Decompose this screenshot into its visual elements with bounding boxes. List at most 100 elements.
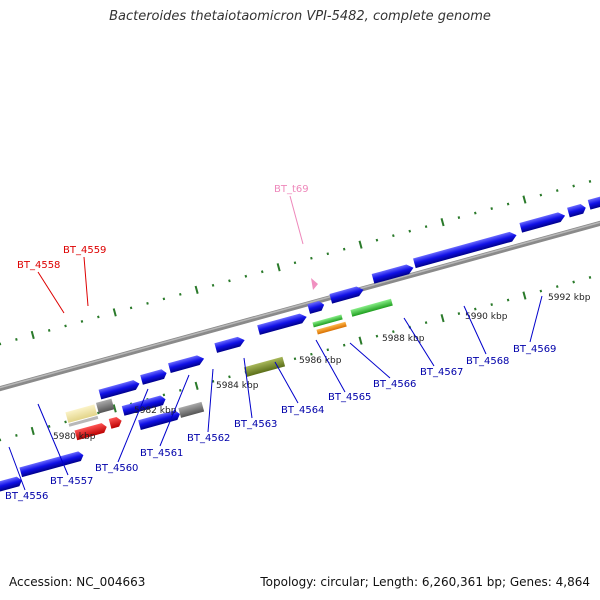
gene-feature-green[interactable] bbox=[350, 298, 393, 317]
trna-marker[interactable] bbox=[311, 278, 318, 290]
minor-tick bbox=[47, 425, 51, 428]
minor-tick bbox=[211, 379, 215, 383]
gene-feature[interactable] bbox=[19, 450, 84, 478]
gene-feature-cream[interactable] bbox=[65, 404, 98, 423]
gene-feature[interactable] bbox=[168, 354, 205, 373]
gene-feature[interactable] bbox=[371, 263, 415, 284]
gene-feature[interactable] bbox=[567, 203, 587, 218]
minor-tick bbox=[162, 297, 166, 301]
major-tick bbox=[30, 426, 35, 436]
minor-tick bbox=[146, 301, 149, 305]
major-tick bbox=[194, 285, 199, 294]
minor-tick bbox=[474, 307, 477, 311]
major-tick bbox=[358, 336, 363, 345]
minor-tick bbox=[539, 289, 543, 293]
gene-label[interactable]: BT_t69 bbox=[274, 184, 309, 195]
scale-ticks bbox=[0, 180, 592, 442]
gene-feature-red[interactable] bbox=[74, 422, 109, 441]
gene-feature[interactable] bbox=[329, 285, 364, 304]
minor-tick bbox=[129, 306, 133, 310]
kbp-label: 5988 kbp bbox=[382, 334, 425, 344]
minor-tick bbox=[260, 270, 264, 274]
gene-label[interactable]: BT_4568 bbox=[466, 356, 509, 367]
gene-feature-cream-line bbox=[68, 415, 99, 427]
gene-feature-orange[interactable] bbox=[316, 321, 347, 335]
gene-label[interactable]: BT_4560 bbox=[95, 463, 138, 474]
major-tick bbox=[522, 291, 527, 300]
gene-label[interactable]: BT_4565 bbox=[328, 392, 371, 403]
genome-backbone-highlight bbox=[0, 221, 600, 389]
gene-feature-grey[interactable] bbox=[95, 398, 115, 414]
minor-tick bbox=[326, 252, 330, 256]
minor-tick bbox=[375, 238, 379, 242]
minor-tick bbox=[506, 202, 510, 206]
minor-tick bbox=[588, 276, 592, 279]
gene-label[interactable]: BT_4563 bbox=[234, 419, 277, 430]
gene-label[interactable]: BT_4564 bbox=[281, 405, 324, 416]
minor-tick bbox=[342, 343, 346, 347]
gene-label[interactable]: BT_4567 bbox=[420, 367, 463, 378]
minor-tick bbox=[342, 247, 346, 251]
minor-tick bbox=[211, 283, 215, 287]
minor-tick bbox=[15, 434, 18, 437]
label-leaders-red bbox=[37, 256, 89, 314]
major-tick bbox=[440, 218, 445, 227]
label-leader-trna bbox=[289, 195, 304, 245]
minor-tick bbox=[97, 411, 100, 415]
minor-tick bbox=[490, 303, 493, 306]
gene-feature[interactable] bbox=[140, 368, 168, 385]
gene-label[interactable]: BT_4556 bbox=[5, 491, 48, 502]
gene-label[interactable]: BT_4557 bbox=[50, 476, 93, 487]
gene-feature[interactable] bbox=[257, 312, 308, 335]
minor-tick bbox=[555, 189, 559, 192]
major-tick bbox=[112, 404, 117, 413]
gene-feature[interactable] bbox=[138, 409, 181, 430]
major-tick bbox=[522, 195, 527, 204]
major-tick bbox=[194, 381, 199, 390]
major-tick bbox=[440, 314, 445, 323]
gene-features bbox=[0, 195, 600, 492]
gene-labels: BT_4556 BT_4557 BT_4558 BT_4559 BT_4560 … bbox=[5, 184, 556, 502]
gene-feature[interactable] bbox=[413, 230, 518, 269]
minor-tick bbox=[588, 180, 592, 183]
minor-tick bbox=[244, 274, 248, 278]
minor-tick bbox=[326, 348, 330, 352]
minor-tick bbox=[97, 315, 100, 319]
gene-feature[interactable] bbox=[519, 211, 566, 233]
major-tick bbox=[30, 330, 35, 340]
gene-feature-red[interactable] bbox=[108, 416, 123, 429]
gene-label[interactable]: BT_4561 bbox=[140, 448, 183, 459]
accession-text: Accession: NC_004663 bbox=[9, 575, 146, 589]
gene-feature-green[interactable] bbox=[312, 314, 343, 328]
label-leaders bbox=[8, 295, 543, 491]
minor-tick bbox=[179, 292, 182, 296]
minor-tick bbox=[474, 211, 477, 215]
gene-feature-olive[interactable] bbox=[243, 356, 286, 377]
minor-tick bbox=[506, 298, 510, 302]
minor-tick bbox=[424, 321, 428, 325]
gene-feature[interactable] bbox=[587, 195, 600, 210]
gene-feature[interactable] bbox=[121, 394, 167, 416]
kbp-label: 5980 kbp bbox=[53, 432, 96, 442]
gene-label[interactable]: BT_4562 bbox=[187, 433, 230, 444]
gene-label[interactable]: BT_4559 bbox=[63, 245, 106, 256]
gene-label[interactable]: BT_4558 bbox=[17, 260, 60, 271]
minor-tick bbox=[228, 375, 231, 379]
minor-tick bbox=[572, 280, 575, 284]
kbp-label: 5986 kbp bbox=[299, 356, 342, 366]
gene-feature[interactable] bbox=[98, 379, 141, 400]
gene-feature[interactable] bbox=[0, 476, 23, 492]
minor-tick bbox=[457, 216, 461, 220]
gene-label[interactable]: BT_4566 bbox=[373, 379, 416, 390]
kbp-label: 5982 kbp bbox=[134, 406, 177, 416]
kbp-label: 5990 kbp bbox=[465, 312, 508, 322]
kbp-labels: 5980 kbp 5982 kbp 5984 kbp 5986 kbp 5988… bbox=[53, 293, 591, 442]
gene-feature[interactable] bbox=[307, 300, 325, 314]
minor-tick bbox=[392, 330, 395, 334]
gene-feature-grey[interactable] bbox=[178, 401, 205, 418]
gene-feature[interactable] bbox=[214, 335, 246, 353]
minor-tick bbox=[408, 229, 412, 233]
gene-label[interactable]: BT_4569 bbox=[513, 344, 556, 355]
minor-tick bbox=[490, 207, 493, 210]
